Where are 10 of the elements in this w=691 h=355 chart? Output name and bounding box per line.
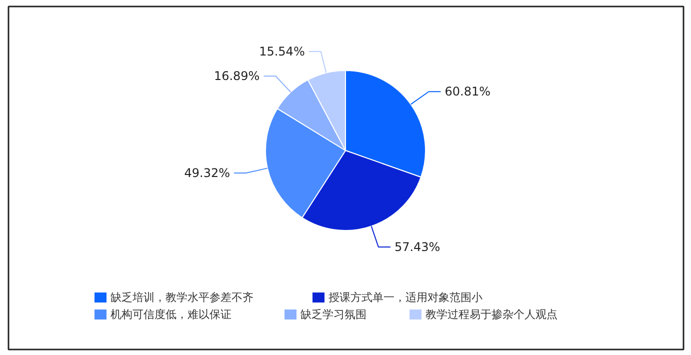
data-label: 60.81%	[444, 84, 491, 99]
legend-label: 缺乏学习氛围	[300, 308, 366, 321]
data-label: 15.54%	[259, 44, 305, 59]
legend-label: 缺乏培训，教学水平参差不齐	[110, 291, 254, 304]
data-label: 16.89%	[214, 69, 260, 84]
data-label: 57.43%	[394, 240, 440, 254]
legend-label: 授课方式单一，适用对象范围小	[328, 291, 482, 304]
data-label: 49.32%	[184, 166, 230, 180]
legend-label: 机构可信度低，难以保证	[110, 308, 232, 321]
legend-label: 教学过程易于掺杂个人观点	[426, 308, 558, 321]
